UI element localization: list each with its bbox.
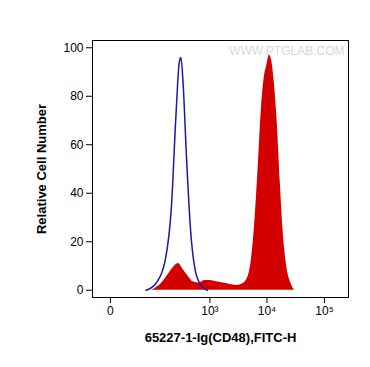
svg-text:20: 20 [70, 235, 84, 249]
svg-text:100: 100 [63, 41, 83, 55]
svg-text:WWW.PTGLAB.COM: WWW.PTGLAB.COM [229, 44, 344, 58]
svg-text:60: 60 [70, 138, 84, 152]
svg-text:10⁴: 10⁴ [258, 304, 277, 318]
svg-text:80: 80 [70, 89, 84, 103]
svg-text:65227-1-Ig(CD48),FITC-H: 65227-1-Ig(CD48),FITC-H [145, 330, 297, 345]
svg-text:10⁵: 10⁵ [315, 304, 333, 318]
svg-text:10³: 10³ [201, 304, 218, 318]
svg-text:0: 0 [107, 304, 114, 318]
svg-text:0: 0 [77, 283, 84, 297]
svg-text:Relative Cell Number: Relative Cell Number [34, 104, 49, 234]
svg-text:40: 40 [70, 186, 84, 200]
